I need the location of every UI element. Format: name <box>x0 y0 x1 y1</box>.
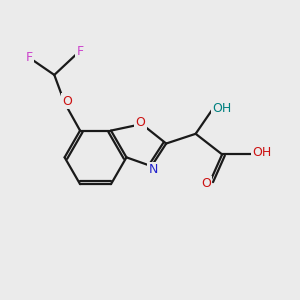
Text: F: F <box>77 45 84 58</box>
Text: F: F <box>26 51 33 64</box>
Text: O: O <box>62 95 72 108</box>
Text: N: N <box>148 163 158 176</box>
Text: OH: OH <box>212 102 232 115</box>
Text: OH: OH <box>252 146 272 159</box>
Text: O: O <box>201 177 211 190</box>
Text: O: O <box>135 116 145 128</box>
